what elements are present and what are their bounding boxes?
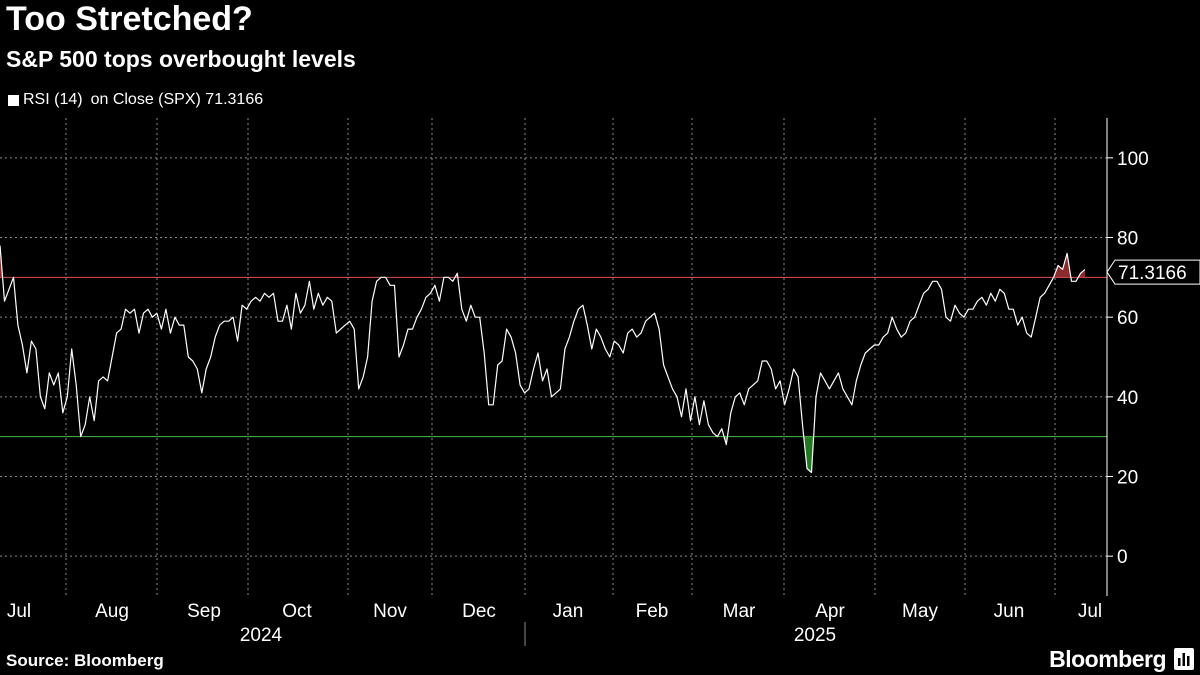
x-year-label: 2025 (794, 625, 836, 646)
last-value-label: 71.3166 (1118, 263, 1187, 284)
last-value-tag: 71.3166 (1106, 259, 1200, 285)
y-tick-label: 40 (1117, 388, 1138, 409)
chart-subtitle: S&P 500 tops overbought levels (6, 46, 356, 72)
bloomberg-chart-icon (1174, 648, 1194, 670)
chart-title: Too Stretched? (6, 0, 253, 38)
last-value-badge (1106, 259, 1200, 285)
x-month-label: Mar (723, 601, 756, 622)
x-month-label: Jan (553, 601, 584, 622)
rsi-series-line (0, 245, 1086, 474)
x-month-label: Feb (636, 601, 669, 622)
x-year-label: 2024 (240, 625, 283, 646)
x-month-label: May (902, 601, 938, 622)
x-month-label: Apr (815, 601, 845, 622)
legend-series-label: on Close (SPX) 71.3166 (90, 91, 264, 108)
bloomberg-logo: Bloomberg (1049, 646, 1166, 672)
y-tick-label: 60 (1117, 308, 1138, 329)
x-month-label: Jun (994, 601, 1025, 622)
y-tick-label: 20 (1117, 468, 1138, 489)
x-month-label: Jul (1078, 601, 1102, 622)
y-tick-label: 80 (1117, 229, 1138, 250)
y-axis-ticks: 0 20 40 60 80 100 (1107, 149, 1149, 568)
x-month-label: Sep (187, 601, 221, 622)
x-month-label: Dec (462, 601, 496, 622)
x-month-label: Jul (7, 601, 31, 622)
overbought-fill (1053, 253, 1071, 278)
vertical-gridlines (65, 118, 1056, 596)
x-axis-years: 2024 2025 (240, 622, 836, 646)
x-month-label: Aug (95, 601, 129, 622)
horizontal-gridlines (0, 157, 1107, 557)
y-tick-label: 0 (1117, 547, 1128, 568)
threshold-fills (0, 245, 1085, 473)
x-month-label: Oct (282, 601, 312, 622)
y-tick-label: 100 (1117, 149, 1149, 170)
x-month-label: Nov (373, 601, 407, 622)
legend-series-name: RSI (14) (23, 91, 83, 108)
legend: RSI (14) on Close (SPX) 71.3166 (8, 91, 263, 109)
oversold-fill (803, 436, 814, 473)
source-note: Source: Bloomberg (6, 651, 164, 670)
x-axis-months: Jul Aug Sep Oct Nov Dec Jan Feb Mar Apr May Jun Jul (7, 601, 1102, 622)
legend-swatch (8, 94, 19, 106)
